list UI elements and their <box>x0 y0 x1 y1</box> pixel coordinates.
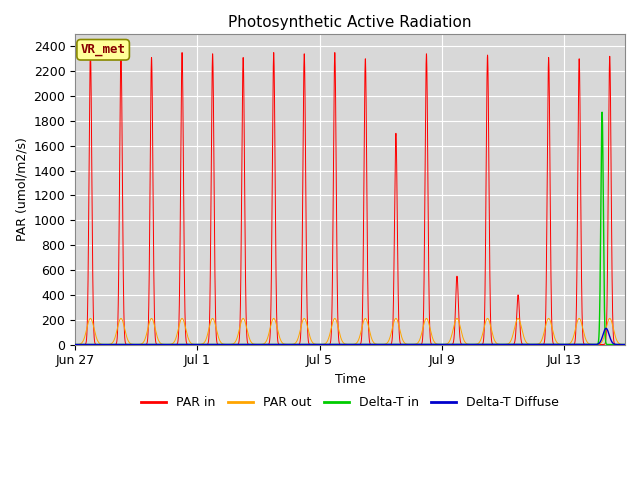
X-axis label: Time: Time <box>335 373 365 386</box>
Y-axis label: PAR (umol/m2/s): PAR (umol/m2/s) <box>15 137 28 241</box>
Text: VR_met: VR_met <box>81 43 125 56</box>
Legend: PAR in, PAR out, Delta-T in, Delta-T Diffuse: PAR in, PAR out, Delta-T in, Delta-T Dif… <box>136 391 564 414</box>
Title: Photosynthetic Active Radiation: Photosynthetic Active Radiation <box>228 15 472 30</box>
